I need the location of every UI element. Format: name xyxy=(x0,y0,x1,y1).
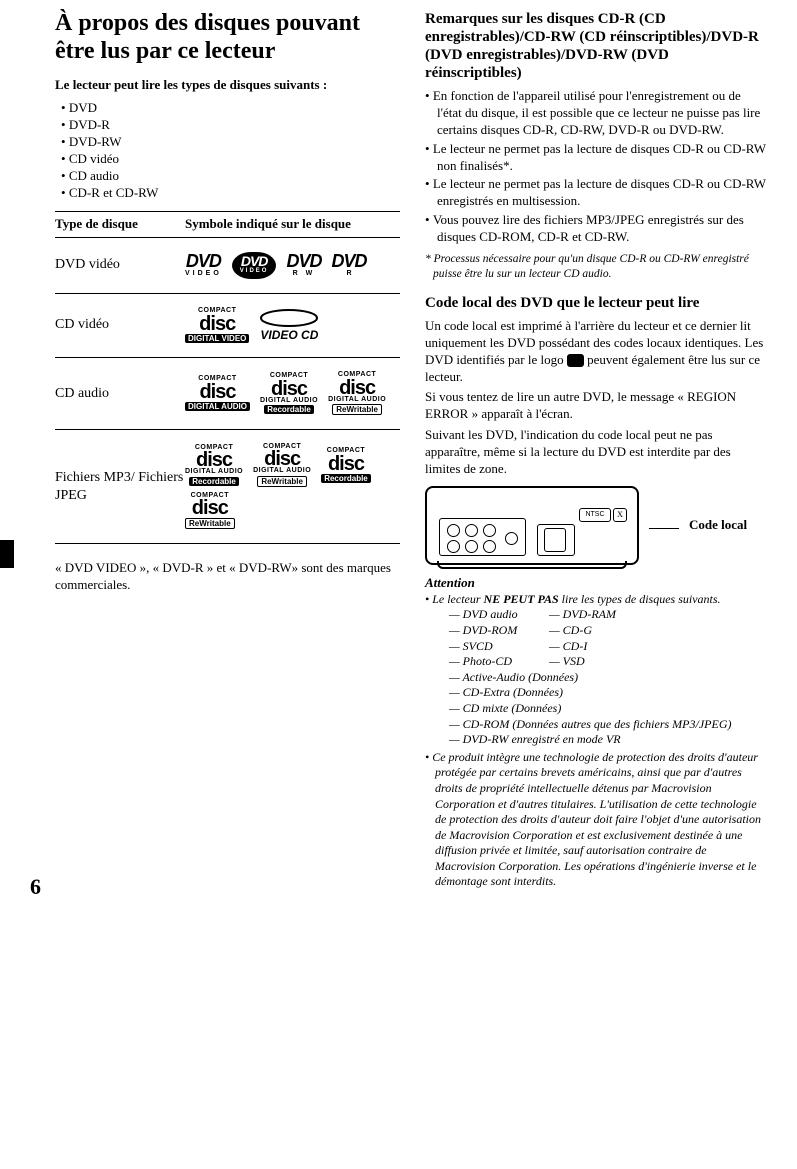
unsupported-columns: DVD audio DVD-ROM SVCD Photo-CD DVD-RAM … xyxy=(449,607,767,669)
list-item: DVD xyxy=(61,100,400,117)
cd-digital-video-logo-icon: COMPACT disc DIGITAL VIDEO xyxy=(185,308,249,342)
list-item: DVD-R xyxy=(61,117,400,134)
attention-block: Le lecteur NE PEUT PAS lire les types de… xyxy=(425,592,767,890)
region-all-icon xyxy=(567,354,584,367)
table-row: DVD vidéo DVD VIDEO DVD VIDEO DVD R W DV… xyxy=(55,238,400,293)
list-item: Active-Audio (Données) xyxy=(449,670,767,686)
cd-rewritable-logo-icon: COMPACT disc DIGITAL AUDIO ReWritable xyxy=(328,372,386,415)
list-item: DVD-RW enregistré en mode VR xyxy=(449,732,767,748)
list-item: DVD-RW xyxy=(61,134,400,151)
cd-rewritable2-logo-icon: COMPACT disc ReWritable xyxy=(185,493,235,529)
region-code-para3: Suivant les DVD, l'indication du code lo… xyxy=(425,427,767,478)
logo-group: COMPACT disc DIGITAL VIDEO VIDEO CD xyxy=(185,308,400,344)
list-item: CD-Extra (Données) xyxy=(449,685,767,701)
cd-da-rewritable-logo-icon: COMPACT disc DIGITAL AUDIO ReWritable xyxy=(253,444,311,487)
remarks-heading: Remarques sur les disques CD-R (CD enreg… xyxy=(425,10,767,82)
list-item: SVCD xyxy=(449,639,549,655)
attention-item: Le lecteur NE PEUT PAS lire les types de… xyxy=(425,592,767,748)
region-code-para2: Si vous tentez de lire un autre DVD, le … xyxy=(425,389,767,423)
unsupported-rest: Active-Audio (Données) CD-Extra (Données… xyxy=(449,670,767,748)
cd-digital-audio-logo-icon: COMPACT disc DIGITAL AUDIO xyxy=(185,376,250,410)
dvd-rw-logo-icon: DVD R W xyxy=(286,253,321,278)
footnote: * Processus nécessaire pour qu'un disque… xyxy=(425,252,767,282)
list-item: Le lecteur ne permet pas la lecture de d… xyxy=(425,176,767,210)
row-label: CD vidéo xyxy=(55,316,185,334)
logo-group: COMPACT disc DIGITAL AUDIO Recordable CO… xyxy=(185,444,400,529)
diagram-label: Code local xyxy=(689,517,747,534)
disc-type-list: DVD DVD-R DVD-RW CD vidéo CD audio CD-R … xyxy=(61,100,400,201)
table-row: CD audio COMPACT disc DIGITAL AUDIO COMP… xyxy=(55,358,400,430)
trademark-note: « DVD VIDEO », « DVD-R » et « DVD-RW» so… xyxy=(55,560,400,594)
list-item: Vous pouvez lire des fichiers MP3/JPEG e… xyxy=(425,212,767,246)
cd-recordable-logo-icon: COMPACT disc DIGITAL AUDIO Recordable xyxy=(260,373,318,414)
table-row: Fichiers MP3/ Fichiers JPEG COMPACT disc… xyxy=(55,430,400,544)
table-header-col1: Type de disque xyxy=(55,216,185,233)
left-column: À propos des disques pouvant être lus pa… xyxy=(55,10,400,892)
table-header: Type de disque Symbole indiqué sur le di… xyxy=(55,211,400,238)
list-item: Le lecteur ne permet pas la lecture de d… xyxy=(425,141,767,175)
row-label: DVD vidéo xyxy=(55,256,185,274)
list-item: CD-I xyxy=(549,639,649,655)
table-row: CD vidéo COMPACT disc DIGITAL VIDEO VIDE… xyxy=(55,294,400,359)
region-code-para1: Un code local est imprimé à l'arrière du… xyxy=(425,318,767,386)
list-item: CD vidéo xyxy=(61,151,400,168)
list-item: DVD audio xyxy=(449,607,549,623)
intro-text: Le lecteur peut lire les types de disque… xyxy=(55,77,400,94)
cd-da-recordable-logo-icon: COMPACT disc DIGITAL AUDIO Recordable xyxy=(185,445,243,486)
attention-item: Ce produit intègre une technologie de pr… xyxy=(425,750,767,890)
row-label: Fichiers MP3/ Fichiers JPEG xyxy=(55,469,185,505)
logo-group: DVD VIDEO DVD VIDEO DVD R W DVD R xyxy=(185,252,400,278)
dvd-video-logo-icon: DVD VIDEO xyxy=(185,253,222,278)
row-label: CD audio xyxy=(55,385,185,403)
list-item: VSD xyxy=(549,654,649,670)
rear-panel-diagram: NTSC X Code local xyxy=(425,486,767,565)
right-column: Remarques sur les disques CD-R (CD enreg… xyxy=(425,10,767,892)
list-item: CD-R et CD-RW xyxy=(61,185,400,202)
attention-heading: Attention xyxy=(425,575,767,592)
table-header-col2: Symbole indiqué sur le disque xyxy=(185,216,400,233)
list-item: CD audio xyxy=(61,168,400,185)
list-item: DVD-ROM xyxy=(449,623,549,639)
list-item: DVD-RAM xyxy=(549,607,649,623)
leader-line xyxy=(649,528,679,529)
cd-recordable2-logo-icon: COMPACT disc Recordable xyxy=(321,448,371,482)
region-code-heading: Code local des DVD que le lecteur peut l… xyxy=(425,294,767,312)
logo-group: COMPACT disc DIGITAL AUDIO COMPACT disc … xyxy=(185,372,400,415)
list-item: Photo-CD xyxy=(449,654,549,670)
dvd-r-logo-icon: DVD R xyxy=(331,253,366,278)
device-rear-icon: NTSC X xyxy=(425,486,639,565)
list-item: CD mixte (Données) xyxy=(449,701,767,717)
list-item: En fonction de l'appareil utilisé pour l… xyxy=(425,88,767,139)
page-number: 6 xyxy=(30,873,41,902)
list-item: CD-G xyxy=(549,623,649,639)
dvd-video-oval-logo-icon: DVD VIDEO xyxy=(232,252,277,278)
main-title: À propos des disques pouvant être lus pa… xyxy=(55,10,400,65)
video-cd-logo-icon: VIDEO CD xyxy=(259,308,319,344)
list-item: CD-ROM (Données autres que des fichiers … xyxy=(449,717,767,733)
remarks-list: En fonction de l'appareil utilisé pour l… xyxy=(425,88,767,246)
